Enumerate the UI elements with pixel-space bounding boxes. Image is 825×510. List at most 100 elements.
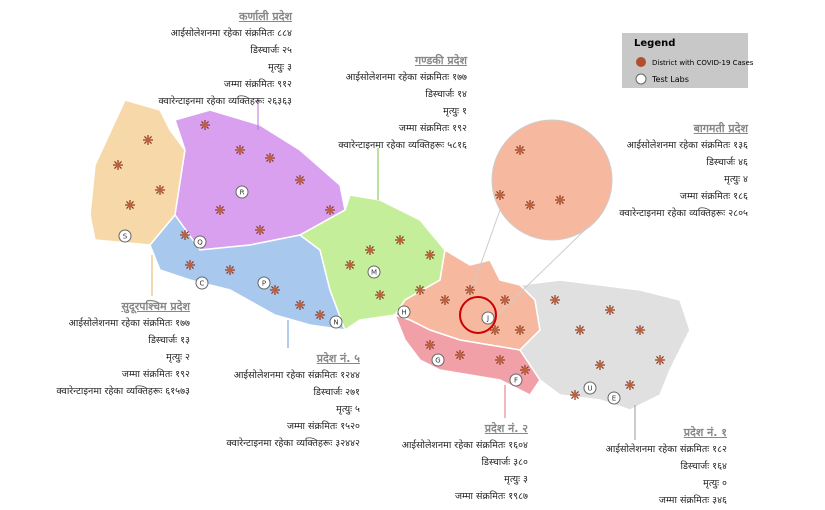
case-icon — [225, 265, 235, 275]
stat-line: डिस्चार्जः ४६ — [706, 157, 748, 168]
lab-marker — [607, 391, 621, 405]
case-icon — [425, 250, 435, 260]
lab-label: E — [612, 395, 616, 403]
stat-line: डिस्चार्जः १६४ — [680, 461, 727, 472]
case-icon — [295, 300, 305, 310]
stat-line: डिस्चार्जः ३८० — [481, 457, 528, 468]
province-name: प्रदेश नं. ५ — [316, 352, 360, 365]
lab-label: J — [486, 315, 489, 323]
stat-line: डिस्चार्जः १४ — [425, 89, 467, 100]
case-icons — [113, 120, 665, 400]
stat-line: जम्मा संक्रमितः १९२ — [121, 369, 190, 380]
lab-marker — [583, 381, 597, 395]
stat-line: जम्मा संक्रमितः १८६ — [679, 191, 748, 202]
province-stats: प्रदेश नं. २ आईसोलेशनमा रहेका संक्रमितः १… — [402, 420, 528, 505]
stat-line: जम्मा संक्रमितः १५२० — [286, 421, 360, 432]
lab-marker — [481, 311, 495, 325]
case-icon — [595, 360, 605, 370]
lab-label: G — [435, 357, 440, 365]
lab-marker — [193, 235, 207, 249]
stat-line: डिस्चार्जः २७१ — [313, 387, 360, 398]
case-icon — [635, 325, 645, 335]
case-icon — [655, 355, 665, 365]
case-icon — [440, 295, 450, 305]
case-icon — [325, 205, 335, 215]
stat-line: मृत्युः ३ — [504, 474, 528, 485]
stat-line: डिस्चार्जः १३ — [148, 335, 190, 346]
case-icon — [515, 325, 525, 335]
case-icon — [155, 185, 165, 195]
case-icon — [575, 325, 585, 335]
stat-line: जम्मा संक्रमितः १९२ — [398, 123, 467, 134]
stat-line: जम्मा संक्रमितः १९८७ — [454, 491, 528, 502]
legend-item: District with COVID-19 Cases — [652, 59, 754, 67]
case-icon — [395, 235, 405, 245]
case-icon — [270, 285, 280, 295]
stat-line: आईसोलेशनमा रहेका संक्रमितः १८२ — [605, 444, 727, 455]
highlight-circle — [459, 296, 497, 334]
province-stats: गण्डकी प्रदेश आईसोलेशनमा रहेका संक्रमितः … — [338, 52, 467, 154]
province-2 — [393, 313, 541, 396]
case-icon — [495, 190, 505, 200]
province-sudurpashchim — [89, 99, 186, 246]
stat-line: क्वारेन्टाइनमा रहेका व्यक्तिहरूः २८०५ — [619, 208, 748, 219]
stat-line: आईसोलेशनमा रहेका संक्रमितः ८८४ — [170, 28, 292, 39]
case-icon — [200, 120, 210, 130]
province-stats: बागमती प्रदेश आईसोलेशनमा रहेका संक्रमितः … — [619, 120, 748, 222]
legend-lab-icon — [635, 73, 647, 85]
stat-line: डिस्चार्जः २५ — [250, 45, 292, 56]
stat-line: क्वारेन्टाइनमा रहेका व्यक्तिहरूः ३२४४२ — [226, 438, 360, 449]
stat-line: क्वारेन्टाइनमा रहेका व्यक्तिहरूः ५८१६ — [338, 140, 467, 151]
stat-line: मृत्युः १ — [443, 106, 467, 117]
lab-marker — [195, 276, 209, 290]
stat-line: मृत्युः ३ — [268, 62, 292, 73]
case-icon — [255, 225, 265, 235]
lab-marker — [329, 315, 343, 329]
case-icon — [465, 285, 475, 295]
case-icon — [265, 153, 275, 163]
case-icon — [625, 380, 635, 390]
case-icon — [143, 135, 153, 145]
case-icon — [570, 390, 580, 400]
case-icon — [315, 310, 325, 320]
lab-label: S — [123, 233, 128, 241]
province-stats: कर्णाली प्रदेश आईसोलेशनमा रहेका संक्रमितः… — [158, 8, 292, 110]
lab-marker — [367, 265, 381, 279]
province-name: बागमती प्रदेश — [693, 122, 748, 135]
stat-line: आईसोलेशनमा रहेका संक्रमितः १७७ — [345, 72, 467, 83]
leader-lines — [151, 98, 636, 440]
case-icon — [520, 365, 530, 375]
case-icon — [365, 245, 375, 255]
lab-label: F — [514, 377, 518, 385]
lab-marker — [397, 305, 411, 319]
legend-title: Legend — [634, 38, 675, 49]
case-icon — [345, 260, 355, 270]
lab-label: Q — [197, 239, 203, 247]
province-name: प्रदेश नं. २ — [484, 422, 528, 435]
lab-label: H — [401, 309, 406, 317]
province-stats: प्रदेश नं. १ आईसोलेशनमा रहेका संक्रमितः १… — [606, 424, 727, 509]
stat-line: मृत्युः २ — [166, 352, 190, 363]
inset-connector — [491, 224, 591, 321]
lab-label: P — [262, 280, 266, 288]
case-icon — [415, 285, 425, 295]
lab-label: M — [371, 269, 377, 277]
stat-line: मृत्युः ५ — [336, 404, 360, 415]
lab-label: N — [333, 319, 338, 327]
case-icon — [295, 175, 305, 185]
lab-label: U — [587, 385, 592, 393]
stat-line: जम्मा संक्रमितः ९१२ — [223, 79, 292, 90]
case-icon — [455, 350, 465, 360]
case-icon — [235, 145, 245, 155]
province-name: कर्णाली प्रदेश — [239, 10, 292, 23]
kathmandu-inset — [491, 119, 613, 241]
case-icon — [185, 260, 195, 270]
stat-line: मृत्युः ४ — [724, 174, 748, 185]
case-icon — [550, 295, 560, 305]
lab-marker — [235, 185, 249, 199]
case-icon — [555, 195, 565, 205]
test-labs: R Q S C P N M H G J F U E — [118, 185, 621, 405]
province-name: गण्डकी प्रदेश — [414, 54, 467, 67]
